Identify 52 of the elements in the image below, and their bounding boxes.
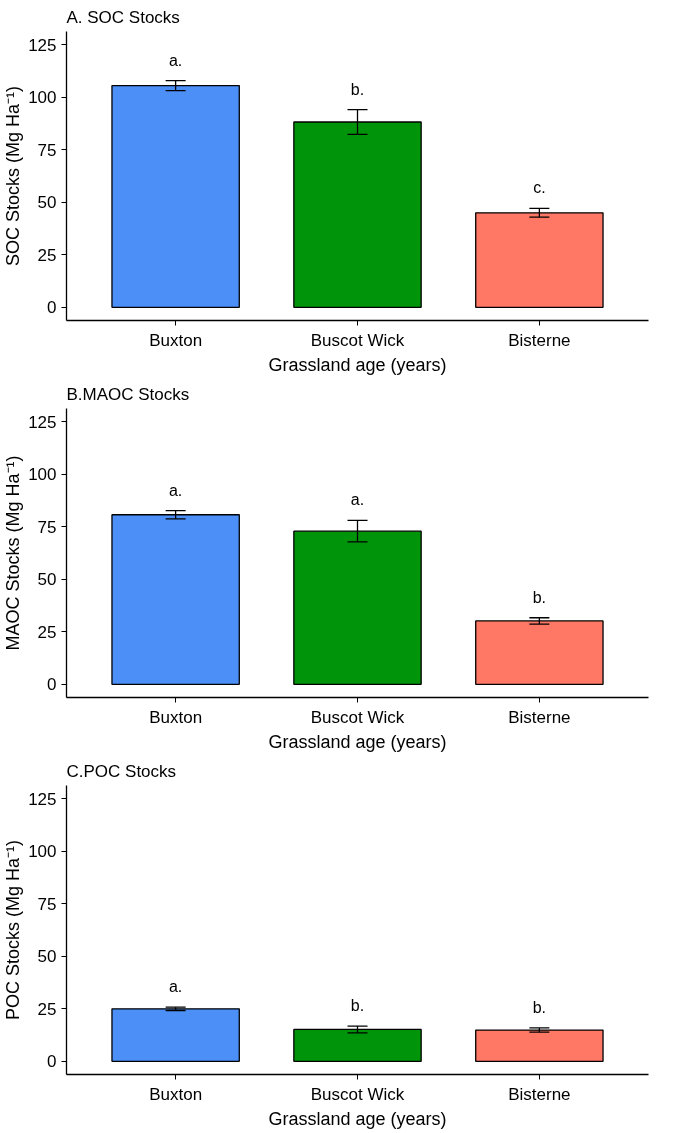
x-tick-label: Buxton [149, 1084, 203, 1104]
y-tick-label: 25 [37, 999, 57, 1019]
y-tick-label: 75 [37, 894, 57, 914]
x-axis-title: Grassland age (years) [268, 354, 447, 375]
x-tick-label: Bisterne [508, 707, 571, 727]
y-tick-label: 100 [28, 88, 57, 108]
y-tick-label: 50 [37, 193, 57, 213]
annotation: b. [532, 588, 547, 606]
annotation: b. [350, 997, 365, 1015]
y-tick-label: 125 [28, 789, 57, 809]
annotation: b. [532, 998, 547, 1016]
annotation: c. [533, 179, 546, 197]
annotation: a. [168, 978, 183, 996]
y-tick-label: 0 [47, 298, 57, 318]
x-tick-label: Buscot Wick [310, 330, 405, 350]
chart-title: B.MAOC Stocks [66, 384, 190, 404]
y-tick-label: 125 [28, 35, 57, 55]
bar [475, 620, 604, 686]
y-axis-title: MAOC Stocks (Mg Ha⁻¹) [3, 455, 24, 651]
annotation: b. [350, 80, 365, 98]
x-tick-label: Bisterne [508, 1084, 571, 1104]
y-axis-title: SOC Stocks (Mg Ha⁻¹) [3, 85, 24, 267]
y-tick-label: 75 [37, 517, 57, 537]
y-tick-label: 100 [28, 465, 57, 485]
y-tick-label: 0 [47, 675, 57, 695]
y-tick-label: 125 [28, 412, 57, 432]
x-axis-title: Grassland age (years) [268, 1108, 447, 1129]
y-tick-label: 75 [37, 140, 57, 160]
y-tick-label: 50 [37, 947, 57, 967]
chart-title: C.POC Stocks [66, 761, 177, 781]
annotation: a. [168, 51, 183, 69]
bar [111, 84, 240, 309]
chart-title: A. SOC Stocks [66, 7, 180, 27]
bar [475, 212, 604, 309]
annotation: a. [350, 491, 365, 509]
y-tick-label: 0 [47, 1052, 57, 1072]
y-tick-label: 25 [37, 245, 57, 265]
x-tick-label: Bisterne [508, 330, 571, 350]
x-tick-label: Buxton [149, 707, 203, 727]
x-tick-label: Buxton [149, 330, 203, 350]
bar [293, 1028, 422, 1063]
y-tick-label: 25 [37, 622, 57, 642]
bar [475, 1029, 604, 1063]
bar [111, 514, 240, 686]
y-tick-label: 50 [37, 570, 57, 590]
x-axis-title: Grassland age (years) [268, 731, 447, 752]
y-tick-label: 100 [28, 842, 57, 862]
annotation: a. [168, 481, 183, 499]
x-tick-label: Buscot Wick [310, 1084, 405, 1104]
x-tick-label: Buscot Wick [310, 707, 405, 727]
y-axis-title: POC Stocks (Mg Ha⁻¹) [3, 839, 24, 1021]
bar [111, 1008, 240, 1063]
